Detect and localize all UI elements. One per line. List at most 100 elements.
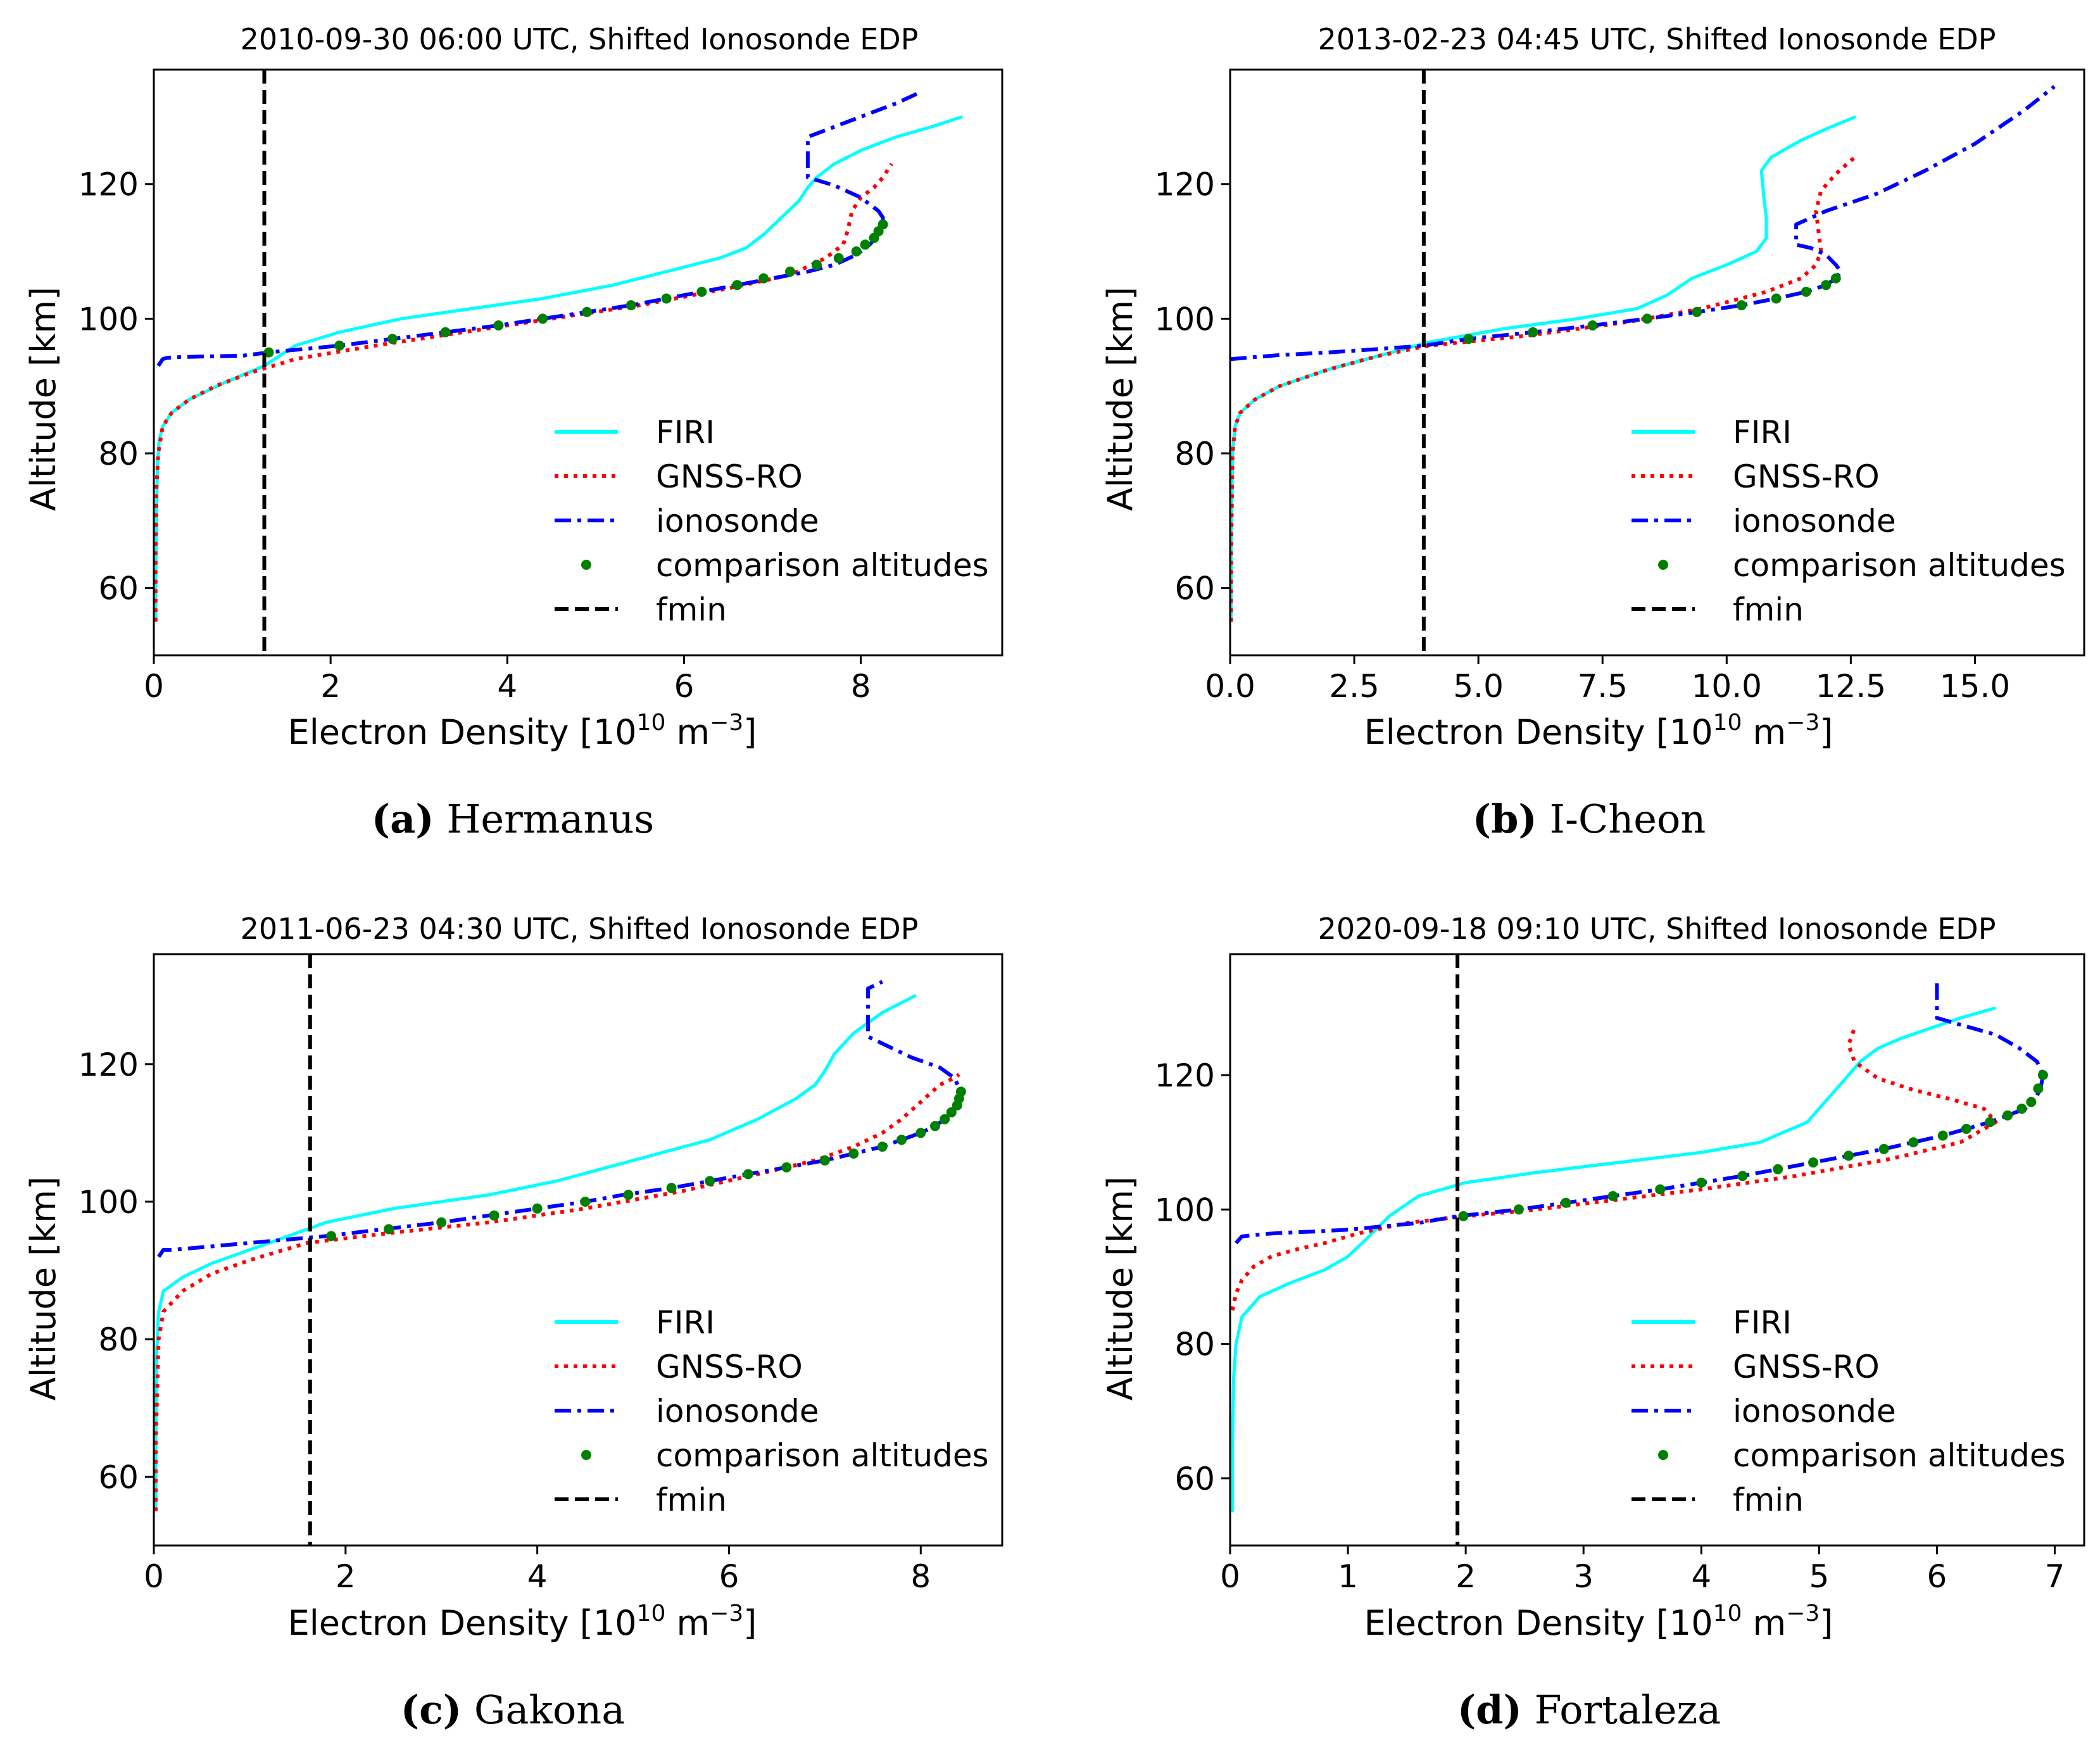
- panel-d-ylabel: Altitude [km]: [1100, 1176, 1140, 1401]
- panel-b-comparison-point: [1736, 300, 1747, 311]
- panel-b-legend-fmin-label: fmin: [1733, 591, 1804, 628]
- panel-a-ytick-label: 120: [79, 167, 139, 203]
- panel-c-comparison-point: [896, 1135, 907, 1145]
- panel-d-comparison-point: [1513, 1204, 1524, 1215]
- panel-d: 2020-09-18 09:10 UTC, Shifted Ionosonde …: [1100, 912, 2085, 1733]
- panel-d-comparison-point: [2016, 1104, 2027, 1114]
- panel-a-comparison-point: [582, 306, 592, 317]
- panel-b-xtick-label: 12.5: [1816, 668, 1886, 705]
- panel-a-legend-box: [559, 405, 990, 641]
- panel-a: 2010-09-30 06:00 UTC, Shifted Ionosonde …: [23, 22, 1003, 842]
- panel-a-comparison-point: [626, 300, 636, 311]
- panel-d-ytick-label: 120: [1155, 1057, 1215, 1094]
- panel-d-ionosonde-line: [1235, 981, 2045, 1245]
- panel-d-legend-comp-swatch: [1658, 1450, 1668, 1460]
- panel-d-xtick-label: 2: [1456, 1558, 1476, 1595]
- panel-b-xlabel: Electron Density [1010 m−3]: [1364, 710, 1833, 752]
- panel-a-series-group: [154, 70, 963, 655]
- panel-d-xtick-label: 1: [1338, 1558, 1358, 1595]
- panel-d-comparison-point: [2026, 1097, 2037, 1107]
- panel-c-comparison-point: [623, 1190, 634, 1200]
- panel-d-comparison-point: [1655, 1184, 1666, 1195]
- panel-a-xtick-label: 4: [497, 668, 517, 705]
- panel-c-comparison-point: [580, 1197, 591, 1207]
- panel-b-comparison-point: [1771, 293, 1782, 304]
- panel-c-legend-comp-swatch: [581, 1450, 591, 1460]
- panel-d-comparison-point: [1607, 1191, 1618, 1202]
- panel-d-legend-box: [1641, 1295, 2072, 1531]
- panel-b-legend-box: [1641, 405, 2072, 641]
- panel-a-ytick-label: 100: [79, 301, 139, 337]
- panel-c-caption: (c) Gakona: [401, 1687, 625, 1733]
- panel-c-firi-line: [154, 993, 917, 1511]
- panel-a-axes-frame: [153, 68, 1003, 657]
- panel-c-comparison-point: [915, 1128, 926, 1138]
- panel-c-comparison-point: [384, 1224, 394, 1235]
- panel-d-xtick-label: 0: [1220, 1558, 1240, 1595]
- panel-a-ylabel: Altitude [km]: [23, 287, 63, 511]
- panel-d-plot: 0 1 2 3 4 5 6 7 60 80 100 120: [1155, 953, 2085, 1595]
- panel-d-ytick-label: 80: [1174, 1326, 1215, 1363]
- panel-b-ytick-label: 80: [1174, 436, 1215, 472]
- panel-a-comparison-point: [696, 286, 707, 297]
- panel-c-xlabel: Electron Density [1010 m−3]: [288, 1601, 757, 1643]
- panel-c-xtick-label: 6: [719, 1558, 739, 1595]
- panel-c-comparison-point: [819, 1155, 830, 1166]
- panel-c-xtick-label: 4: [527, 1558, 548, 1595]
- panel-b-xtick-label: 2.5: [1329, 668, 1380, 705]
- panel-c-series-group: [154, 954, 966, 1545]
- panel-a-comparison-point: [785, 267, 795, 277]
- panel-c-comparison-point: [436, 1217, 447, 1228]
- panel-a-legend-firi-label: FIRI: [656, 414, 715, 451]
- panel-b-gnss-ro-line: [1230, 155, 1857, 622]
- panel-c-legend-fmin-label: fmin: [656, 1482, 727, 1518]
- panel-d-xlabel: Electron Density [1010 m−3]: [1364, 1601, 1833, 1643]
- panel-a-comparison-point: [661, 293, 672, 304]
- panel-a-comparison-point: [877, 219, 888, 230]
- panel-c-gnss-ro-line: [154, 1073, 960, 1511]
- panel-d-ytick-label: 60: [1174, 1461, 1215, 1497]
- panel-d-caption: (d) Fortaleza: [1457, 1687, 1721, 1733]
- panel-b-title: 2013-02-23 04:45 UTC, Shifted Ionosonde …: [1318, 22, 1996, 56]
- panel-b-series-group: [1230, 70, 2056, 655]
- panel-c-axes-frame: [153, 953, 1003, 1547]
- panel-d-comparison-point: [1458, 1211, 1469, 1221]
- panel-a-comparison-point: [440, 327, 451, 337]
- panel-d-legend-gnss-label: GNSS-RO: [1733, 1349, 1880, 1385]
- panel-d-comparison-point: [1985, 1117, 1996, 1128]
- panel-d-axes-frame: [1229, 953, 2085, 1547]
- panel-d-comparison-point: [1808, 1157, 1818, 1168]
- panel-b-comparison-point: [1587, 320, 1598, 330]
- panel-b-ylabel: Altitude [km]: [1100, 287, 1140, 511]
- panel-a-xtick-label: 0: [144, 668, 164, 705]
- panel-b-xtick-label: 15.0: [1940, 668, 2010, 705]
- panel-b-comparison-point: [1830, 273, 1841, 284]
- panel-c-ylabel: Altitude [km]: [23, 1176, 63, 1401]
- panel-d-ytick-label: 100: [1155, 1192, 1215, 1228]
- panel-d-comparison-point: [1737, 1171, 1748, 1181]
- panel-a-comparison-point: [387, 334, 398, 344]
- panel-a-comparison-point: [538, 313, 548, 324]
- panel-c-legend-gnss-label: GNSS-RO: [656, 1349, 803, 1385]
- panel-a-comparison-point: [860, 239, 871, 250]
- panel-b-legend-firi-label: FIRI: [1733, 414, 1792, 451]
- panel-a-caption: (a) Hermanus: [372, 796, 654, 842]
- panel-d-firi-line: [1231, 1006, 1997, 1512]
- panel-c-legend-comp-label: comparison altitudes: [656, 1437, 989, 1474]
- panel-c-comparison-point: [743, 1169, 753, 1180]
- panel-a-legend: FIRI GNSS-RO ionosonde comparison altitu…: [555, 405, 990, 641]
- panel-c-comparison-point: [326, 1231, 337, 1242]
- panel-c-comparison-point: [930, 1121, 940, 1131]
- panel-c: 2011-06-23 04:30 UTC, Shifted Ionosonde …: [23, 912, 1003, 1733]
- panel-c-comparison-point: [705, 1176, 715, 1187]
- panel-d-legend-comp-label: comparison altitudes: [1733, 1437, 2066, 1474]
- panel-b-axes-frame: [1229, 68, 2085, 657]
- panel-c-comparison-point: [940, 1114, 950, 1124]
- panel-a-gnss-ro-line: [154, 163, 894, 622]
- panel-b-legend-iono-label: ionosonde: [1733, 503, 1896, 539]
- panel-d-comparison-point: [2033, 1083, 2044, 1094]
- panel-d-legend-firi-label: FIRI: [1733, 1304, 1792, 1341]
- panel-d-gnss-ro-line: [1230, 1027, 1998, 1311]
- panel-a-xtick-label: 2: [320, 668, 341, 705]
